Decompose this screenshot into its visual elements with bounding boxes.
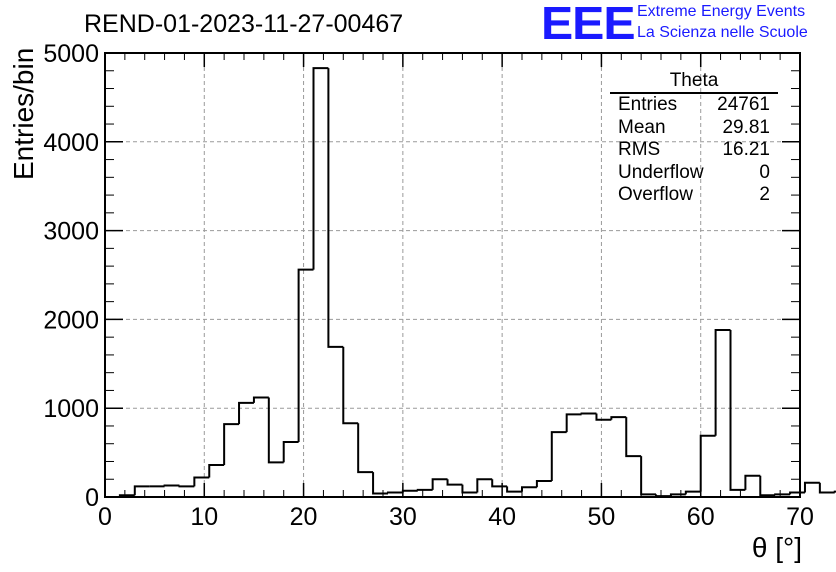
histogram-bin <box>431 478 448 490</box>
histogram-bin <box>833 490 836 493</box>
histogram-bin <box>506 486 522 493</box>
histogram-bin <box>610 416 627 420</box>
stats-row: Mean 29.81 <box>610 117 778 140</box>
histogram-bin <box>774 493 791 496</box>
histogram-bin <box>178 485 195 488</box>
y-tick-label: 4000 <box>43 129 99 157</box>
x-tick-label: 0 <box>98 503 112 531</box>
x-tick-label: 30 <box>389 503 417 531</box>
x-tick-label: 40 <box>488 503 516 531</box>
histogram-bin <box>267 397 284 464</box>
histogram-bin <box>655 494 671 498</box>
grid <box>105 53 800 497</box>
chart-title: REND-01-2023-11-27-00467 <box>84 10 404 38</box>
stats-value-entries: 24761 <box>717 94 770 115</box>
histogram-bin <box>699 434 716 492</box>
histogram-bin <box>565 413 582 433</box>
axis-ticks <box>104 52 801 498</box>
histogram-bin <box>535 480 552 488</box>
stats-row: RMS 16.21 <box>610 139 778 162</box>
logo-line-1: Extreme Energy Events <box>637 3 806 20</box>
histogram-bin <box>372 472 388 495</box>
stats-label-entries: Entries <box>618 94 678 115</box>
histogram-bin <box>133 485 150 496</box>
y-axis-label: Entries/bin <box>8 47 39 180</box>
x-tick-label: 10 <box>190 503 218 531</box>
x-tick-label: 20 <box>290 503 318 531</box>
histogram-bin <box>386 491 403 494</box>
stats-value-rms: 16.21 <box>722 139 770 160</box>
histogram-bin <box>446 479 463 486</box>
histogram-bin <box>818 482 835 494</box>
histogram-bin <box>357 423 374 474</box>
histogram-bin <box>193 476 210 487</box>
histogram-bin <box>550 431 567 482</box>
histogram-bin <box>789 491 805 495</box>
histogram-bin <box>625 417 642 458</box>
histogram-bin <box>580 412 597 415</box>
histogram-bin <box>744 474 761 490</box>
histogram-bin <box>401 489 418 493</box>
histogram-bin <box>252 396 269 403</box>
histogram-bin <box>282 440 299 463</box>
histogram-bin <box>416 488 433 491</box>
histogram-bin <box>312 67 329 270</box>
histogram-bin <box>803 481 820 493</box>
eee-logo: EEE <box>541 0 636 49</box>
stats-label-rms: RMS <box>618 139 661 160</box>
histogram-bin <box>327 68 344 348</box>
stats-row: Underflow 0 <box>610 162 778 185</box>
histogram-bin <box>714 329 731 436</box>
histogram-bin <box>238 401 254 425</box>
histogram-bin <box>223 423 240 466</box>
y-tick-label: 2000 <box>43 306 99 334</box>
histogram-bin <box>684 490 701 495</box>
stats-value-mean: 29.81 <box>722 116 770 138</box>
x-tick-label: 70 <box>786 503 814 531</box>
histogram-bin <box>461 484 478 494</box>
histogram-bin <box>640 456 657 496</box>
histogram-bin <box>729 330 746 491</box>
histogram-bin <box>491 479 508 488</box>
stats-box-name: Theta <box>610 70 778 94</box>
y-tick-label: 0 <box>85 484 99 512</box>
stats-label-mean: Mean <box>618 116 666 138</box>
x-tick-label: 60 <box>687 503 715 531</box>
plot-frame <box>104 52 801 498</box>
histogram-bin <box>208 464 225 478</box>
histogram-bin <box>342 346 359 425</box>
stats-row: Entries 24761 <box>610 94 778 117</box>
logo-line-2: La Scienza nelle Scuole <box>637 24 808 41</box>
stats-label-underflow: Underflow <box>618 161 704 183</box>
x-tick-label: 50 <box>588 503 616 531</box>
y-tick-label: 1000 <box>43 395 99 423</box>
stats-label-overflow: Overflow <box>618 184 693 205</box>
stats-value-underflow: 0 <box>759 161 770 183</box>
stats-value-overflow: 2 <box>759 184 770 205</box>
histogram-bin <box>476 478 493 493</box>
y-tick-label: 3000 <box>43 218 99 246</box>
histogram-bin <box>669 493 686 497</box>
histogram-bin <box>759 475 776 497</box>
histogram-bin <box>521 486 537 492</box>
y-tick-label: 5000 <box>43 40 99 68</box>
histogram-bin <box>163 484 180 487</box>
histogram-bin <box>595 413 612 421</box>
x-axis-label: θ [°] <box>751 532 802 563</box>
histogram-bin <box>297 268 314 442</box>
stats-box: Theta Entries 24761 Mean 29.81 RMS 16.21… <box>610 70 778 207</box>
stats-row: Overflow 2 <box>610 184 778 207</box>
